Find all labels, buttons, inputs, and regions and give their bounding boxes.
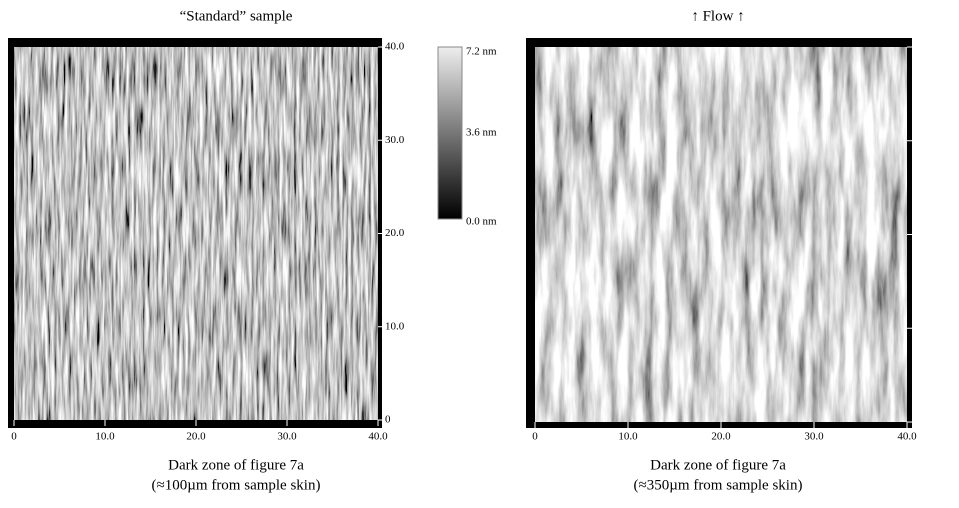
afm-image: [535, 47, 907, 422]
caption: Dark zone of figure 7a: [168, 457, 304, 473]
x-tick-label: 20.0: [186, 431, 206, 443]
colorbar-label: 3.6 nm: [466, 127, 497, 139]
x-tick-label: 30.0: [277, 431, 297, 443]
afm-image: [14, 47, 378, 420]
y-tick-label: 10.0: [385, 320, 405, 332]
x-tick-label: 20.0: [711, 431, 731, 443]
y-tick-label: 20.0: [914, 228, 934, 240]
caption: (≈350µm from sample skin): [634, 477, 803, 493]
x-tick-label: 0: [532, 431, 538, 443]
x-tick-label: 30.0: [804, 431, 824, 443]
caption: (≈100µm from sample skin): [152, 477, 321, 493]
y-tick-label: 40.0: [914, 41, 934, 53]
y-tick-label: 30.0: [385, 134, 405, 146]
panel-title: “Standard” sample: [180, 8, 293, 24]
y-tick-label: 40.0: [385, 41, 405, 53]
x-tick-label: 0: [11, 431, 17, 443]
colorbar-label: 0.0 nm: [466, 216, 497, 228]
colorbar: [437, 46, 463, 220]
x-tick-label: 40.0: [897, 431, 917, 443]
x-tick-label: 10.0: [618, 431, 638, 443]
colorbar-label: 7.2 nm: [466, 46, 497, 58]
y-tick-label: 0: [385, 414, 391, 426]
y-tick-label: 30.0: [914, 134, 934, 146]
y-tick-label: 0: [914, 416, 920, 428]
x-tick-label: 40.0: [368, 431, 388, 443]
panel-title: ↑ Flow ↑: [691, 8, 744, 24]
caption: Dark zone of figure 7a: [650, 457, 786, 473]
x-tick-label: 10.0: [95, 431, 115, 443]
y-tick-label: 10.0: [914, 322, 934, 334]
y-tick-label: 20.0: [385, 227, 405, 239]
